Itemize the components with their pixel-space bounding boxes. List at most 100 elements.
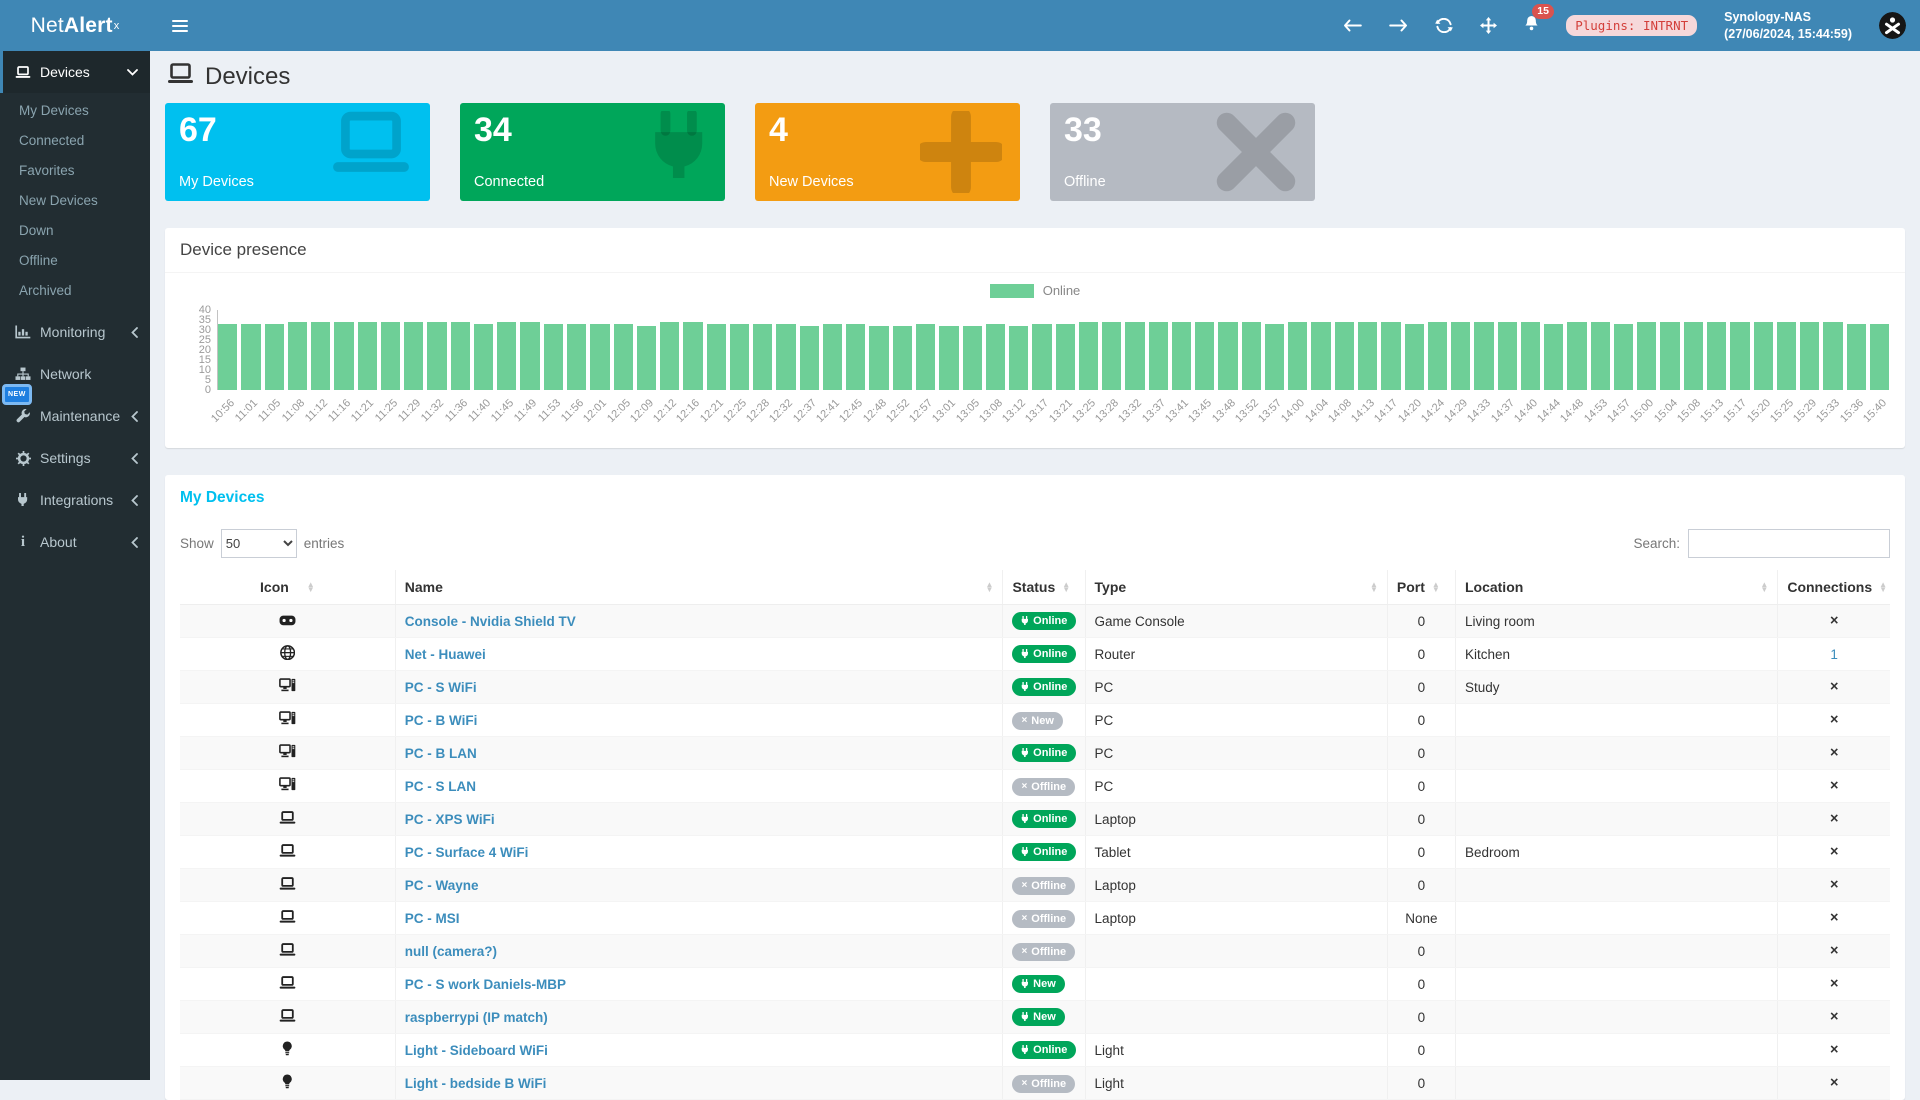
- sort-icon: ▲ ▼: [306, 579, 315, 594]
- page-size-select[interactable]: 50: [220, 529, 297, 558]
- no-connections-mark: ×: [1829, 844, 1839, 860]
- device-name-link[interactable]: null (camera?): [404, 943, 498, 959]
- card-label: My Devices: [179, 174, 254, 190]
- no-connections-mark: ×: [1829, 976, 1839, 992]
- chevron-left-icon: [131, 410, 138, 422]
- info-icon: i: [20, 533, 26, 550]
- sidebar-subitem-favorites[interactable]: Favorites: [19, 162, 75, 178]
- column-header-type[interactable]: Type ▲ ▼: [1084, 570, 1388, 605]
- search-input[interactable]: [1688, 529, 1890, 558]
- presence-bar: [1846, 324, 1866, 390]
- sidebar-item-devices[interactable]: Devices: [0, 51, 150, 93]
- column-header-port[interactable]: Port ▲ ▼: [1386, 570, 1456, 605]
- sidebar-item-maintenance[interactable]: NEW Maintenance: [0, 384, 150, 437]
- laptop-icon: [279, 844, 296, 857]
- presence-bar: [985, 324, 1006, 390]
- laptop-icon: [15, 65, 31, 80]
- column-header-location[interactable]: Location ▲ ▼: [1454, 570, 1778, 605]
- user-avatar[interactable]: [1879, 12, 1906, 39]
- device-name-link[interactable]: Light - Sideboard WiFi: [404, 1042, 548, 1058]
- device-name-link[interactable]: PC - MSI: [404, 910, 460, 926]
- sidebar-subitem-my-devices[interactable]: My Devices: [19, 102, 89, 118]
- status-badge: × Offline: [1012, 777, 1076, 796]
- device-name-link[interactable]: PC - XPS WiFi: [404, 811, 495, 827]
- plugins-status-badge[interactable]: Plugins: INTRNT: [1566, 15, 1698, 36]
- sidebar-toggle-button[interactable]: [166, 14, 194, 38]
- sidebar-item-label: Maintenance: [40, 408, 121, 424]
- column-header-status[interactable]: Status ▲ ▼: [1002, 570, 1086, 605]
- presence-bar: [241, 324, 261, 390]
- sidebar-item-monitoring[interactable]: Monitoring: [0, 311, 150, 353]
- sort-icon: ▲ ▼: [1760, 579, 1769, 594]
- sidebar-submenu-devices: My Devices Connected Favorites New Devices D…: [0, 93, 150, 311]
- column-header-connections[interactable]: Connections ▲ ▼: [1777, 570, 1890, 605]
- column-header-name[interactable]: Name ▲ ▼: [394, 570, 1003, 605]
- presence-bar: [1334, 322, 1355, 390]
- device-name-link[interactable]: PC - Surface 4 WiFi: [404, 844, 529, 860]
- chart-icon: [15, 325, 31, 340]
- desktop-icon: [278, 777, 296, 792]
- sidebar-item-label: Monitoring: [40, 324, 106, 340]
- move-icon[interactable]: [1480, 17, 1498, 34]
- wrench-icon: [15, 408, 31, 424]
- refresh-icon[interactable]: [1435, 18, 1454, 33]
- connections-link[interactable]: 1: [1830, 646, 1838, 662]
- device-name-link[interactable]: Console - Nvidia Shield TV: [404, 613, 576, 629]
- sidebar-subitem-down[interactable]: Down: [19, 222, 54, 238]
- presence-bar: [1800, 322, 1820, 390]
- presence-bar: [1753, 322, 1773, 390]
- legend-swatch-online: [989, 283, 1034, 298]
- desktop-icon: [278, 711, 296, 726]
- presence-bar: [1195, 322, 1215, 390]
- sidebar-item-integrations[interactable]: Integrations: [0, 479, 150, 521]
- chart-legend[interactable]: Online: [181, 283, 1889, 298]
- sidebar-subitem-offline[interactable]: Offline: [19, 252, 58, 268]
- plug-icon: [1021, 748, 1029, 758]
- card-my-devices[interactable]: 67 My Devices: [165, 103, 430, 201]
- presence-bar: [822, 324, 843, 390]
- device-name-link[interactable]: PC - S LAN: [404, 778, 477, 794]
- y-tick-label: 15: [198, 354, 211, 366]
- plug-icon: [1021, 616, 1029, 626]
- logo-sup: x: [113, 19, 120, 32]
- sidebar-subitem-new-devices[interactable]: New Devices: [19, 192, 98, 208]
- lightbulb-icon: [282, 1041, 293, 1056]
- card-connected[interactable]: 34 Connected: [460, 103, 725, 201]
- device-type: Laptop: [1084, 868, 1388, 902]
- laptop-icon: [330, 111, 412, 180]
- column-header-icon[interactable]: Icon ▲ ▼: [180, 570, 396, 605]
- card-offline[interactable]: 33 Offline: [1050, 103, 1315, 201]
- sidebar-item-settings[interactable]: Settings: [0, 437, 150, 479]
- notifications-bell-icon[interactable]: 15: [1524, 4, 1554, 36]
- back-arrow-icon[interactable]: [1343, 19, 1363, 32]
- device-name-link[interactable]: raspberrypi (IP match): [404, 1009, 548, 1025]
- laptop-icon: [279, 811, 296, 824]
- presence-bar: [357, 322, 377, 390]
- device-name-link[interactable]: PC - Wayne: [404, 877, 479, 893]
- gear-icon: [15, 450, 31, 466]
- no-connections-mark: ×: [1829, 1009, 1839, 1025]
- column-label: Connections: [1787, 579, 1873, 595]
- device-name-link[interactable]: PC - B LAN: [404, 745, 477, 761]
- sort-icon: ▲ ▼: [985, 579, 994, 594]
- presence-bar: [1009, 326, 1029, 390]
- table-row: raspberrypi (IP match) New 0 ×: [180, 1000, 1890, 1034]
- device-name-link[interactable]: PC - B WiFi: [404, 712, 478, 728]
- device-name-link[interactable]: PC - S work Daniels-MBP: [404, 976, 567, 992]
- card-new-devices[interactable]: 4 New Devices: [755, 103, 1020, 201]
- device-name-link[interactable]: Light - bedside B WiFi: [404, 1075, 547, 1091]
- presence-bar: [1241, 322, 1261, 390]
- sidebar-item-about[interactable]: i About: [0, 521, 150, 563]
- table-row: PC - S LAN × Offline PC 0 ×: [180, 769, 1890, 803]
- presence-bar: [1497, 322, 1517, 390]
- column-label: Location: [1464, 579, 1524, 595]
- device-name-link[interactable]: Net - Huawei: [404, 646, 486, 662]
- app-logo[interactable]: Net Alert x: [0, 0, 150, 51]
- sidebar-item-network[interactable]: Network: [0, 353, 150, 395]
- sidebar-subitem-connected[interactable]: Connected: [19, 132, 85, 148]
- sidebar-subitem-archived[interactable]: Archived: [19, 282, 72, 298]
- table-row: PC - B WiFi × New PC 0 ×: [180, 703, 1890, 737]
- forward-arrow-icon[interactable]: [1389, 19, 1408, 32]
- device-name-link[interactable]: PC - S WiFi: [404, 679, 477, 695]
- sort-icon: ▲ ▼: [1879, 579, 1888, 594]
